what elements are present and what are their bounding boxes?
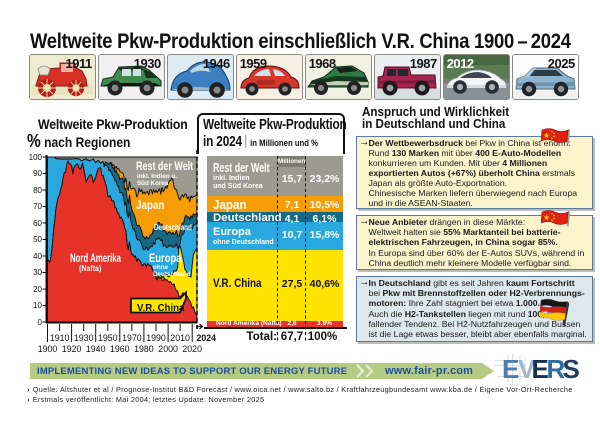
- svg-text:V: V: [518, 354, 536, 384]
- svg-text:S: S: [563, 354, 580, 384]
- svg-text:R: R: [547, 354, 566, 384]
- svg-text:E: E: [532, 354, 549, 384]
- svg-text:E: E: [502, 354, 519, 384]
